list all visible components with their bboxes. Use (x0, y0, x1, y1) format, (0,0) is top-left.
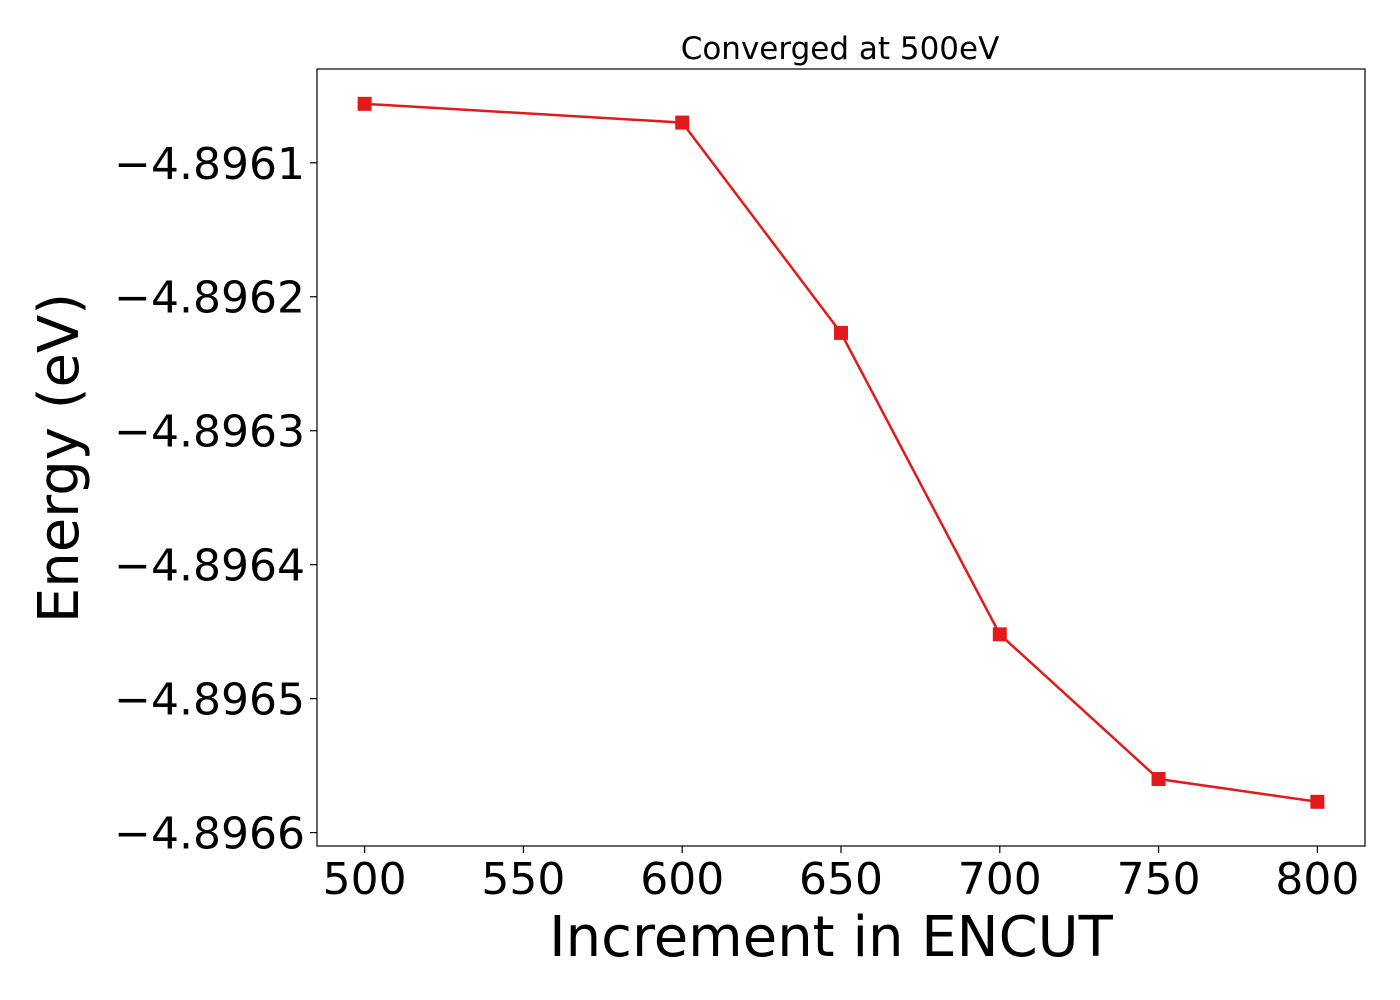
data-point (1151, 772, 1166, 787)
x-tick-label: 700 (958, 854, 1042, 905)
y-tick-label: −4.8966 (114, 809, 305, 860)
series-layer (357, 96, 1325, 809)
chart-title: Converged at 500eV (681, 31, 1000, 67)
y-axis: −4.8961 −4.8962 −4.8963 −4.8964 −4.8965 −4.89… (114, 139, 317, 860)
data-point (992, 627, 1007, 642)
data-point (357, 96, 372, 111)
y-tick-label: −4.8963 (114, 407, 305, 458)
data-point (834, 325, 848, 340)
plot-area (316, 68, 1366, 847)
x-tick-label: 750 (1117, 854, 1201, 905)
y-tick-label: −4.8965 (114, 675, 305, 726)
x-tick-label: 600 (640, 854, 724, 905)
x-tick-label: 500 (323, 854, 407, 905)
x-tick-label: 650 (799, 854, 883, 905)
series-line (364, 102, 1318, 804)
x-axis: 500 550 600 650 700 750 800 (323, 846, 1359, 905)
data-point (675, 115, 690, 130)
x-tick-label: 800 (1275, 854, 1359, 905)
x-axis-label: Increment in ENCUT (549, 905, 1114, 970)
y-tick-label: −4.8962 (114, 273, 305, 324)
y-axis-label: Energy (eV) (27, 293, 92, 623)
x-tick-label: 550 (481, 854, 565, 905)
y-tick-label: −4.8964 (114, 541, 305, 592)
data-point (1310, 794, 1325, 809)
y-tick-label: −4.8961 (114, 139, 305, 190)
